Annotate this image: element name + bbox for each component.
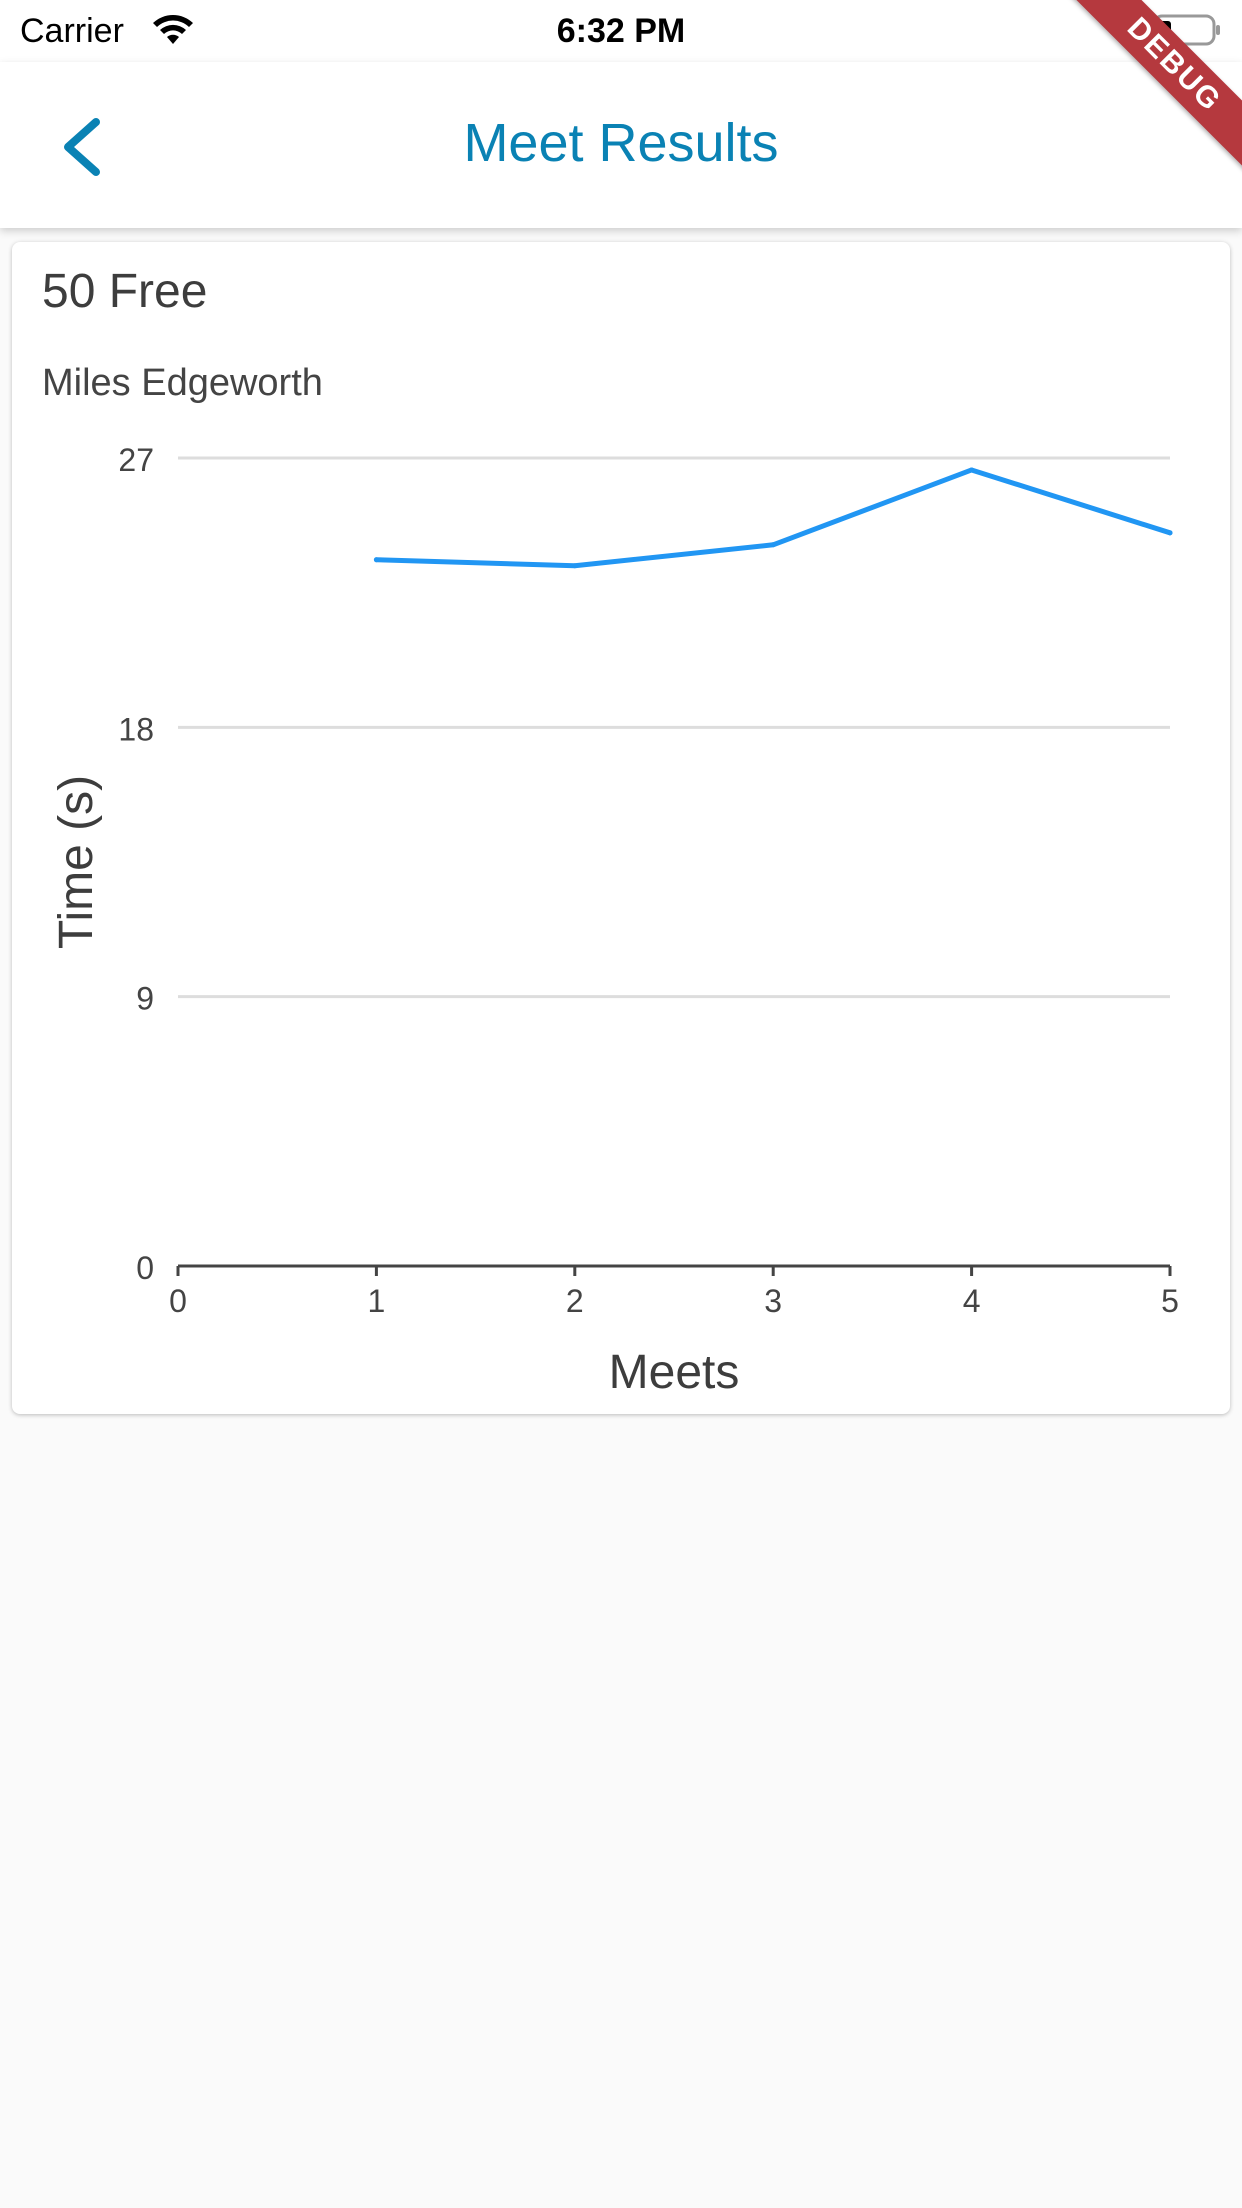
x-axis-title: Meets: [609, 1346, 740, 1399]
x-tick-label: 4: [963, 1283, 981, 1319]
data-point: [1167, 530, 1173, 536]
line-chart: 0 9 18 27 0 1 2 3 4 5 Meets Time (s): [50, 442, 1179, 1399]
y-tick-label: 18: [118, 711, 154, 747]
y-tick-label: 9: [136, 981, 154, 1017]
y-axis-title: Time (s): [50, 775, 103, 949]
status-bar: Carrier 6:32 PM: [0, 0, 1242, 62]
chart-labels: 0 9 18 27 0 1 2 3 4 5 Meets Time (s): [50, 442, 1179, 1399]
app-bar: Meet Results: [0, 62, 1242, 228]
y-tick-label: 27: [118, 442, 154, 478]
x-tick-label: 1: [368, 1283, 386, 1319]
series-line: [373, 467, 1173, 569]
result-card: 50 Free Miles Edgeworth 0 9 18 27 0 1 2 3 4 5 Meet…: [12, 242, 1230, 1414]
chart-grid: [178, 456, 1170, 999]
debug-banner: DEBUG: [1062, 0, 1242, 180]
data-point: [969, 467, 975, 473]
x-tick-label: 3: [764, 1283, 782, 1319]
data-point: [572, 563, 578, 569]
chart-axes: [176, 1264, 1172, 1276]
x-tick-label: 5: [1161, 1283, 1179, 1319]
carrier-label: Carrier: [20, 12, 124, 50]
debug-label: DEBUG: [1065, 0, 1242, 174]
status-time: 6:32 PM: [556, 12, 686, 50]
data-point: [373, 557, 379, 563]
x-tick-label: 0: [169, 1283, 187, 1319]
wifi-icon: [153, 15, 193, 44]
back-button[interactable]: [40, 102, 130, 192]
data-point: [770, 542, 776, 548]
swimmer-name: Miles Edgeworth: [42, 362, 323, 404]
page-title: Meet Results: [463, 113, 779, 173]
x-tick-label: 2: [566, 1283, 584, 1319]
chart-series: [373, 467, 1173, 569]
chevron-left-icon: [64, 118, 100, 176]
y-tick-label: 0: [136, 1250, 154, 1286]
event-title: 50 Free: [42, 265, 208, 318]
